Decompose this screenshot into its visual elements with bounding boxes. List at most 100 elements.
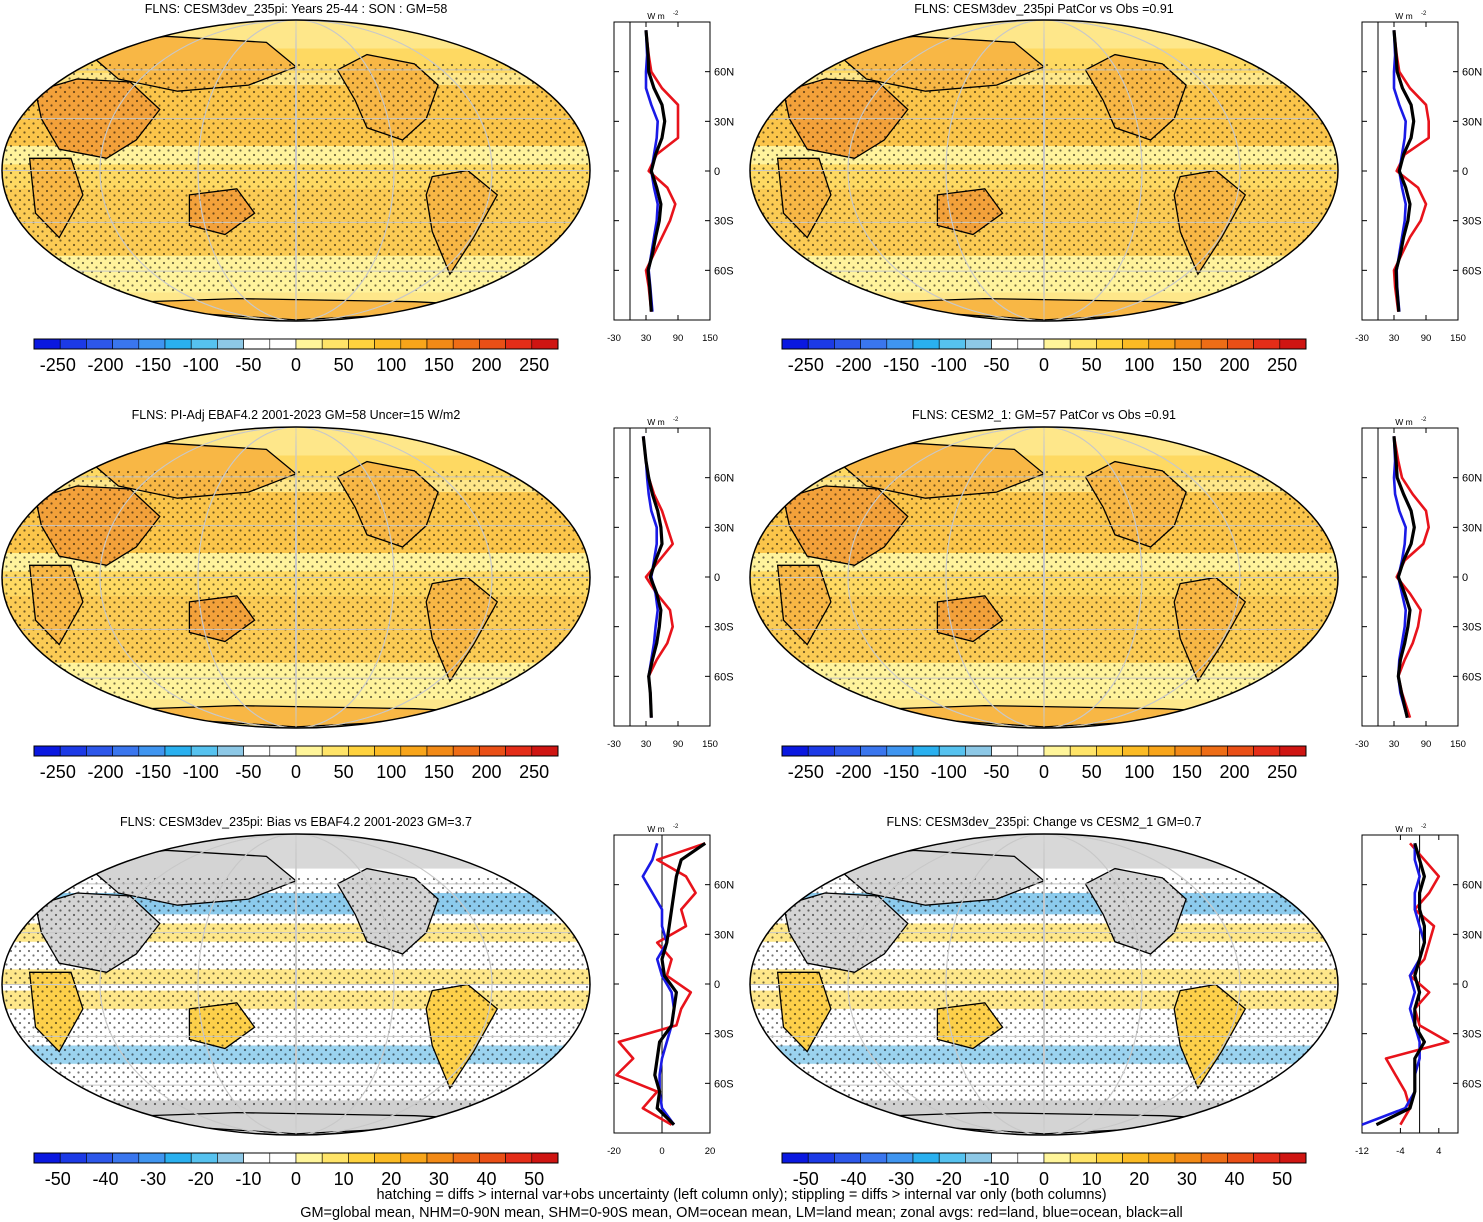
colorbar-tick-label: -50 (983, 762, 1009, 781)
zonal-xtick-label: -30 (1355, 333, 1369, 344)
zonal-frame (613, 427, 711, 727)
zonal-ytick-label: 60N (714, 473, 734, 485)
map-outline (1, 19, 591, 322)
zonal-ytick-label: 30S (1462, 1029, 1482, 1041)
colorbar-tick-label: 30 (1177, 1169, 1197, 1188)
colorbar-swatch (295, 338, 323, 350)
zonal-xtick-label: -4 (1396, 1146, 1404, 1157)
zonal-ytick-label: 30N (714, 116, 734, 128)
zonal-frame (1361, 427, 1459, 727)
colorbar-swatch (807, 1152, 835, 1164)
colorbar-swatch (991, 1152, 1019, 1164)
colorbar-swatch (860, 1152, 888, 1164)
colorbar-tick-label: -150 (135, 762, 171, 781)
zonal-xtick-label: -30 (607, 333, 621, 344)
colorbar-swatch (243, 745, 271, 757)
zonal-series-all (653, 841, 707, 1126)
zonal-ytick-label: 60N (1462, 880, 1482, 892)
colorbar-swatch (138, 745, 166, 757)
panel-title: FLNS: CESM2_1: GM=57 PatCor vs Obs =0.91 (911, 408, 1176, 422)
colorbar-tick-label: 50 (1272, 1169, 1292, 1188)
colorbar-tick-label: 0 (1039, 355, 1049, 374)
zonal-frame (1361, 834, 1459, 1134)
colorbar-swatch (834, 745, 861, 757)
colorbar-swatch (1200, 338, 1228, 350)
colorbar-swatch (912, 745, 940, 757)
colorbar-tick-label: 100 (1124, 762, 1154, 781)
colorbar-swatch (1043, 338, 1071, 350)
zonal-unit-superscript: -2 (1421, 824, 1427, 830)
zonal-ytick-label: 60N (714, 67, 734, 79)
zonal-series-land (1384, 842, 1450, 1126)
colorbar-swatch (138, 338, 166, 350)
zonal-ytick-label: 0 (714, 979, 720, 991)
map-4 (749, 426, 1339, 729)
zonal-ytick-label: 60S (1462, 671, 1482, 683)
zonal-ytick-label: 60S (1462, 1078, 1482, 1090)
panel-title: FLNS: CESM3dev_235pi: Change vs CESM2_1 … (886, 815, 1202, 829)
colorbar-swatch (321, 745, 349, 757)
colorbar-tick-label: -100 (183, 762, 219, 781)
colorbar-swatch (1148, 745, 1176, 757)
colorbar-swatch (834, 1152, 861, 1164)
colorbar-frame (33, 1152, 559, 1164)
colorbar-tick-label: 150 (424, 762, 454, 781)
colorbar-swatch (1043, 745, 1071, 757)
colorbar-swatch (938, 745, 966, 757)
colorbar-swatch (505, 1152, 533, 1164)
zonal-ytick-label: 60S (714, 1078, 734, 1090)
colorbar-swatch (452, 1152, 480, 1164)
colorbar-swatch (1174, 1152, 1202, 1164)
colorbar-swatch (938, 338, 966, 350)
colorbar-swatch (1096, 1152, 1123, 1164)
colorbar-swatch (190, 1152, 218, 1164)
colorbar-swatch (321, 338, 349, 350)
colorbar-swatch (1174, 338, 1202, 350)
colorbar-swatch (400, 1152, 428, 1164)
colorbar-swatch (1096, 745, 1123, 757)
colorbar-swatch (243, 1152, 271, 1164)
zonal-unit-label: W m (647, 417, 664, 427)
panel-title: FLNS: CESM3dev_235pi: Bias vs EBAF4.2 20… (120, 815, 472, 829)
colorbar-swatch (164, 338, 192, 350)
colorbar-tick-label: 200 (472, 762, 502, 781)
colorbar-swatch (1148, 338, 1176, 350)
zonal-xtick-label: 150 (1450, 739, 1466, 750)
colorbar-swatch (348, 745, 375, 757)
colorbar-tick-label: -30 (888, 1169, 914, 1188)
colorbar-tick-label: -20 (936, 1169, 962, 1188)
colorbar-swatch (1279, 1152, 1307, 1164)
colorbar-swatch (426, 745, 454, 757)
colorbar-swatch (33, 338, 61, 350)
zonal-unit-label: W m (647, 11, 664, 21)
colorbar-swatch (400, 745, 428, 757)
colorbar-tick-label: 50 (1082, 762, 1102, 781)
colorbar-swatch (965, 338, 992, 350)
colorbar-swatch (33, 1152, 61, 1164)
zonal-xtick-label: -20 (607, 1146, 621, 1157)
colorbar-tick-label: -100 (931, 355, 967, 374)
zonal-avg-plot: W m -2 60N 30N 0 30S 60S -12 -4 4 (1355, 824, 1482, 1157)
colorbar-swatch (426, 1152, 454, 1164)
colorbar-swatch (912, 338, 940, 350)
zonal-series-all (644, 30, 667, 312)
colorbar-swatch (531, 745, 559, 757)
zonal-avg-plot: W m -2 60N 30N 0 30S 60S -30 30 90 150 (1355, 11, 1482, 344)
colorbar-swatch (1253, 338, 1281, 350)
zonal-series-ocean (641, 842, 676, 1126)
colorbar-swatch (781, 745, 809, 757)
colorbar-tick-label: 200 (1220, 355, 1250, 374)
colorbar-tick-label: 0 (291, 1169, 301, 1188)
colorbar-tick-label: -250 (788, 762, 824, 781)
zonal-unit-superscript: -2 (673, 11, 679, 17)
zonal-ytick-label: 30N (1462, 929, 1482, 941)
colorbar-tick-label: 40 (477, 1169, 497, 1188)
zonal-ytick-label: 60N (1462, 67, 1482, 79)
zonal-unit-label: W m (1395, 417, 1412, 427)
colorbar-tick-label: 0 (291, 355, 301, 374)
zonal-unit-superscript: -2 (1421, 417, 1427, 423)
colorbar-swatch (1043, 1152, 1071, 1164)
colorbar-swatch (1227, 1152, 1254, 1164)
zonal-series-all (1375, 842, 1427, 1127)
colorbar-swatch (1253, 1152, 1281, 1164)
